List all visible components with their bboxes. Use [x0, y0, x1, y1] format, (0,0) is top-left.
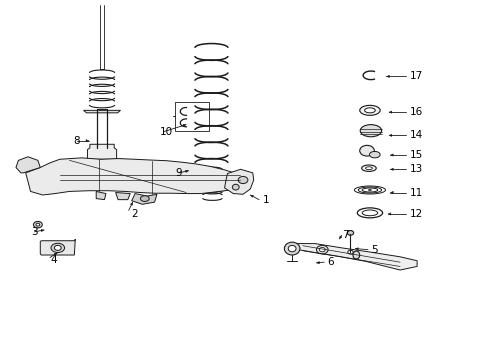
Ellipse shape: [360, 125, 381, 137]
Text: 6: 6: [326, 257, 333, 267]
Polygon shape: [83, 111, 120, 113]
Ellipse shape: [107, 168, 114, 174]
Ellipse shape: [140, 196, 149, 202]
Ellipse shape: [359, 145, 373, 156]
Polygon shape: [87, 144, 116, 163]
Text: 11: 11: [409, 188, 422, 198]
Polygon shape: [80, 159, 123, 176]
Text: 10: 10: [160, 127, 173, 137]
Ellipse shape: [316, 246, 327, 254]
Text: 9: 9: [175, 168, 182, 178]
Text: 4: 4: [50, 255, 57, 265]
Ellipse shape: [357, 208, 382, 218]
Ellipse shape: [36, 223, 40, 226]
Ellipse shape: [346, 230, 353, 235]
Polygon shape: [131, 194, 157, 204]
Text: 14: 14: [409, 130, 422, 140]
Ellipse shape: [90, 168, 97, 174]
Text: 13: 13: [409, 164, 422, 174]
Bar: [175, 102, 208, 131]
Polygon shape: [26, 158, 249, 195]
Text: 15: 15: [409, 150, 422, 160]
Polygon shape: [16, 157, 40, 173]
Polygon shape: [224, 169, 253, 194]
Polygon shape: [96, 192, 106, 200]
Text: 1: 1: [263, 195, 269, 204]
Polygon shape: [40, 239, 75, 255]
Ellipse shape: [54, 246, 61, 250]
Text: 5: 5: [370, 245, 377, 255]
Text: 17: 17: [409, 71, 422, 81]
Ellipse shape: [51, 243, 64, 252]
Ellipse shape: [287, 246, 295, 252]
Ellipse shape: [232, 184, 239, 190]
Text: 3: 3: [31, 227, 38, 237]
Polygon shape: [287, 244, 416, 270]
Ellipse shape: [364, 108, 374, 113]
Ellipse shape: [238, 176, 247, 184]
Polygon shape: [116, 193, 130, 200]
Ellipse shape: [284, 242, 299, 255]
Text: 2: 2: [131, 209, 138, 219]
Text: 12: 12: [409, 209, 422, 219]
Ellipse shape: [369, 152, 379, 158]
Ellipse shape: [33, 221, 42, 228]
Ellipse shape: [347, 250, 352, 254]
Text: 16: 16: [409, 107, 422, 117]
Ellipse shape: [365, 167, 372, 170]
Ellipse shape: [361, 165, 375, 171]
Text: 8: 8: [73, 136, 80, 146]
Ellipse shape: [319, 248, 325, 252]
Ellipse shape: [352, 251, 359, 259]
Ellipse shape: [362, 210, 377, 216]
Ellipse shape: [359, 105, 379, 115]
Ellipse shape: [368, 189, 371, 191]
Text: 7: 7: [341, 230, 347, 240]
Polygon shape: [96, 176, 108, 182]
